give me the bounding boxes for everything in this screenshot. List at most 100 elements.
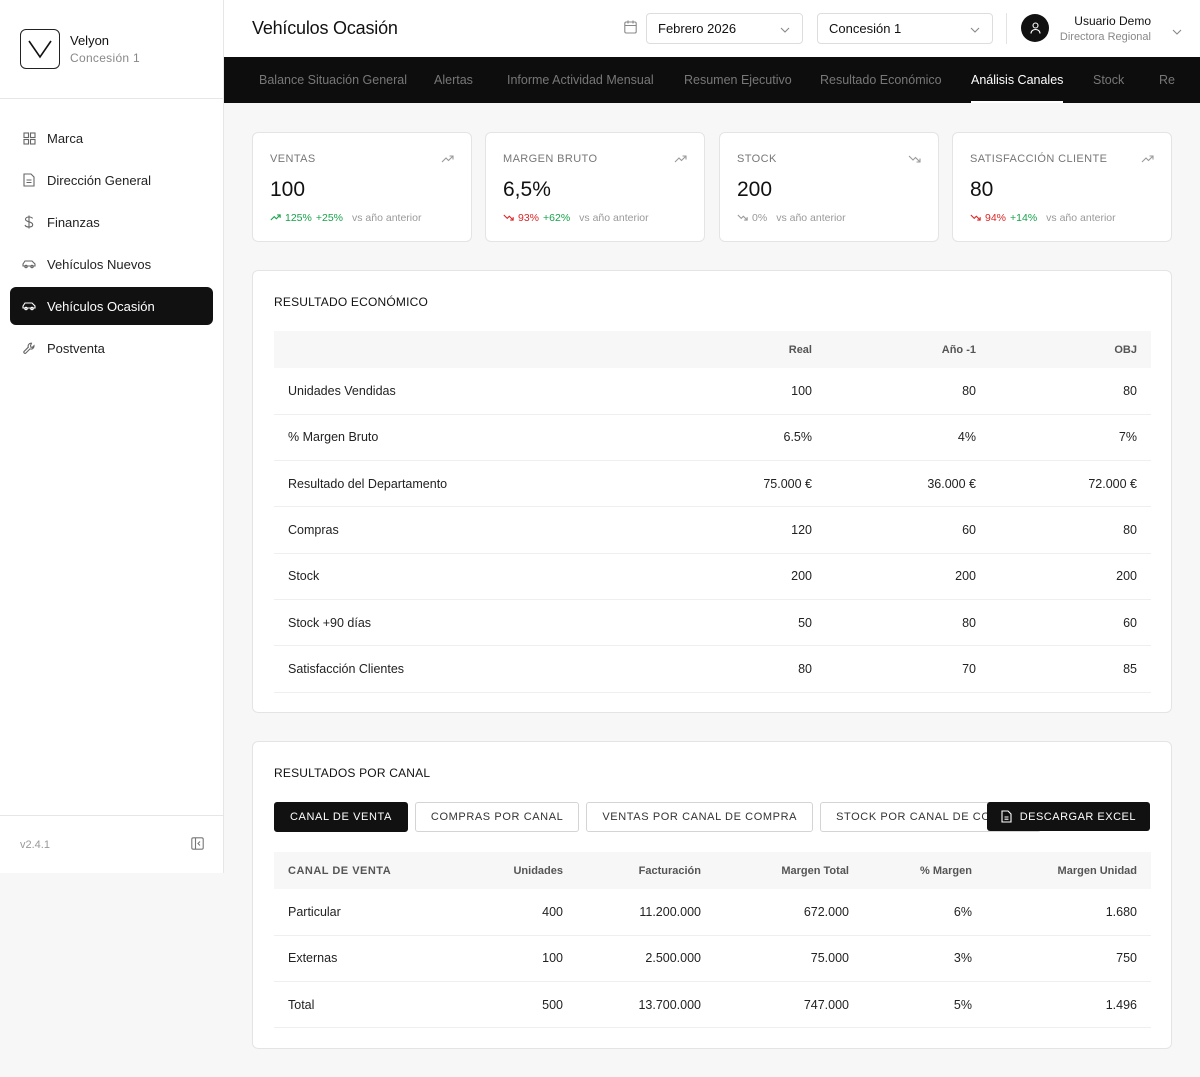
canal-table: CANAL DE VENTA Unidades Facturación Marg…: [274, 852, 1151, 1029]
table-cell: 200: [826, 553, 990, 600]
brand-name: Velyon: [70, 33, 110, 48]
tab-analisis-canales[interactable]: Análisis Canales: [971, 57, 1064, 103]
table-cell: 200: [654, 553, 826, 600]
trend-down-icon: [908, 151, 921, 166]
table-cell: Stock: [274, 553, 654, 600]
top-header: Vehículos Ocasión Febrero 2026 Concesión…: [224, 0, 1200, 57]
sidebar-item-label: Vehículos Nuevos: [47, 256, 152, 272]
trend-up-icon: [674, 151, 687, 166]
chevron-down-icon[interactable]: [1172, 23, 1182, 38]
table-cell: 80: [990, 368, 1151, 415]
table-cell: 13.700.000: [577, 981, 715, 1029]
sidebar-item-vehiculos-nuevos[interactable]: Vehículos Nuevos: [10, 245, 213, 283]
kpi-percent: 0%: [752, 212, 768, 224]
table-cell: Compras: [274, 506, 654, 554]
kpi-delta: +14%: [1010, 212, 1038, 224]
sidebar-item-direccion-general[interactable]: Dirección General: [10, 161, 213, 199]
file-icon: [1001, 810, 1012, 823]
sidebar-footer: v2.4.1: [0, 815, 224, 873]
user-menu[interactable]: Usuario Demo Directora Regional: [1060, 14, 1151, 43]
kpi-percent: 94%: [985, 212, 1007, 224]
sidebar-item-postventa[interactable]: Postventa: [10, 329, 213, 367]
table-cell: 100: [464, 935, 577, 983]
table-row: Stock 200 200 200: [274, 553, 1151, 600]
kpi-value: 6,5%: [503, 178, 551, 201]
column-header: % Margen: [863, 852, 986, 889]
table-cell: 6.5%: [654, 414, 826, 462]
table-cell: Total: [274, 981, 464, 1029]
resultado-table: Real Año -1 OBJ Unidades Vendidas 100 80…: [274, 331, 1151, 693]
avatar[interactable]: [1021, 14, 1049, 42]
car-icon: [22, 299, 36, 313]
chip-compras-por-canal[interactable]: COMPRAS POR CANAL: [414, 802, 580, 832]
column-header: OBJ: [990, 331, 1151, 368]
chevron-down-icon: [970, 21, 980, 36]
table-cell: 6%: [863, 889, 986, 936]
tab-informe-actividad[interactable]: Informe Actividad Mensual: [507, 73, 654, 87]
collapse-sidebar-icon[interactable]: [191, 836, 204, 853]
kpi-card-ventas: VENTAS 100 125% +25% vs año anterior: [252, 132, 472, 242]
tab-resumen-ejecutivo[interactable]: Resumen Ejecutivo: [684, 73, 792, 87]
trend-down-icon: [970, 212, 981, 224]
table-header-row: CANAL DE VENTA Unidades Facturación Marg…: [274, 852, 1151, 889]
header-divider: [1006, 13, 1007, 44]
sidebar-nav: Marca Dirección General Finanzas Vehícul…: [0, 99, 223, 391]
table-row: Compras 120 60 80: [274, 506, 1151, 554]
table-cell: 72.000 €: [990, 460, 1151, 508]
chevron-down-icon: [780, 21, 790, 36]
report-tabs: Balance Situación General Alertas Inform…: [224, 57, 1200, 103]
table-cell: 3%: [863, 935, 986, 983]
trend-up-icon: [1141, 151, 1154, 166]
table-cell: 400: [464, 889, 577, 936]
canal-view-selector: CANAL DE VENTA COMPRAS POR CANAL VENTAS …: [274, 802, 1048, 832]
kpi-delta: +62%: [543, 212, 571, 224]
panel-title: RESULTADOS POR CANAL: [274, 766, 431, 780]
tab-alertas[interactable]: Alertas: [434, 73, 473, 87]
table-cell: 50: [654, 599, 826, 647]
kpi-percent: 125%: [285, 212, 312, 224]
table-cell: 2.500.000: [577, 935, 715, 983]
trend-up-icon: [270, 212, 281, 224]
table-row: Total 500 13.700.000 747.000 5% 1.496: [274, 981, 1151, 1029]
sidebar-item-marca[interactable]: Marca: [10, 119, 213, 157]
table-row: Unidades Vendidas 100 80 80: [274, 368, 1151, 415]
chip-canal-de-venta[interactable]: CANAL DE VENTA: [274, 802, 408, 832]
kpi-vs-label: vs año anterior: [1046, 212, 1116, 224]
chip-ventas-por-canal-de-compra[interactable]: VENTAS POR CANAL DE COMPRA: [586, 802, 814, 832]
tab-balance[interactable]: Balance Situación General: [259, 73, 408, 87]
tab-re[interactable]: Re: [1159, 73, 1175, 87]
table-cell: Stock +90 días: [274, 599, 654, 647]
table-cell: Particular: [274, 889, 464, 936]
dealer-select[interactable]: Concesión 1: [817, 13, 993, 44]
kpi-delta: +25%: [315, 212, 344, 224]
table-cell: 60: [990, 599, 1151, 647]
kpi-value: 100: [270, 178, 306, 201]
sidebar-item-vehiculos-ocasion[interactable]: Vehículos Ocasión: [10, 287, 213, 325]
table-cell: Externas: [274, 935, 464, 983]
table-cell: 672.000: [715, 889, 863, 936]
table-cell: 5%: [863, 981, 986, 1029]
kpi-card-satisfaccion: SATISFACCIÓN CLIENTE 80 94% +14% vs año …: [952, 132, 1172, 242]
table-cell: 80: [826, 599, 990, 647]
tab-resultado-economico[interactable]: Resultado Económico: [820, 73, 942, 87]
table-cell: 1.496: [986, 981, 1151, 1029]
table-cell: 36.000 €: [826, 460, 990, 508]
tab-stock[interactable]: Stock: [1093, 73, 1125, 87]
column-header: Año -1: [826, 331, 990, 368]
user-name: Usuario Demo: [1074, 14, 1151, 28]
table-cell: 7%: [990, 414, 1151, 462]
sidebar-item-finanzas[interactable]: Finanzas: [10, 203, 213, 241]
table-cell: Resultado del Departamento: [274, 460, 654, 508]
table-cell: 85: [990, 645, 1151, 693]
sidebar-item-label: Finanzas: [47, 214, 100, 230]
column-header: Margen Unidad: [986, 852, 1151, 889]
kpi-vs-label: vs año anterior: [776, 212, 846, 224]
column-header: CANAL DE VENTA: [274, 852, 464, 889]
table-cell: 70: [826, 645, 990, 693]
logo: [20, 29, 60, 69]
kpi-comparison: 0% vs año anterior: [737, 212, 846, 224]
table-cell: 750: [986, 935, 1151, 983]
download-excel-button[interactable]: DESCARGAR EXCEL: [986, 802, 1150, 831]
date-select[interactable]: Febrero 2026: [646, 13, 803, 44]
table-row: % Margen Bruto 6.5% 4% 7%: [274, 414, 1151, 462]
